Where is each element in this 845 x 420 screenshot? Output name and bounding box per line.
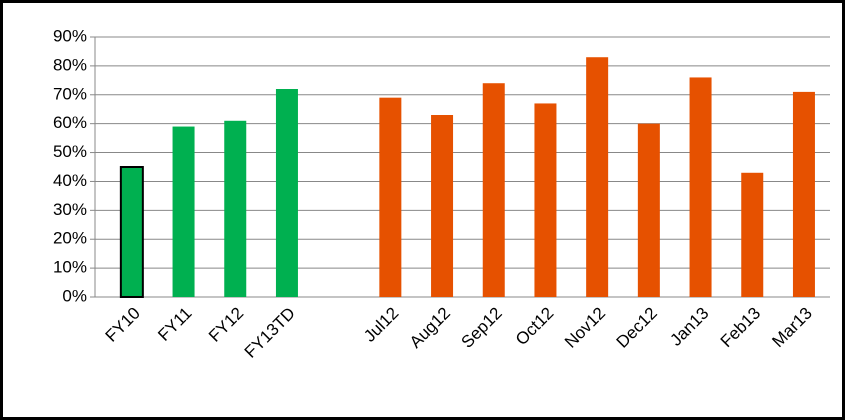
y-tick-label: 30% — [53, 200, 87, 219]
bar — [172, 126, 195, 297]
y-tick-label: 80% — [53, 55, 87, 74]
bar — [534, 103, 557, 297]
y-tick-label: 70% — [53, 84, 87, 103]
y-tick-label: 90% — [53, 26, 87, 45]
bar — [792, 91, 815, 297]
bar — [689, 77, 712, 297]
bar — [379, 97, 402, 298]
y-tick-label: 10% — [53, 258, 87, 277]
y-tick-label: 20% — [53, 229, 87, 248]
bar — [741, 172, 764, 297]
bar — [586, 57, 609, 297]
bar — [119, 166, 144, 298]
bar — [482, 83, 505, 297]
bar — [431, 115, 454, 297]
y-tick-label: 60% — [53, 113, 87, 132]
bar — [275, 89, 298, 297]
bar — [637, 123, 660, 298]
y-tick-label: 0% — [62, 286, 87, 305]
y-tick-label: 40% — [53, 171, 87, 190]
bar — [224, 120, 247, 298]
y-tick-label: 50% — [53, 142, 87, 161]
